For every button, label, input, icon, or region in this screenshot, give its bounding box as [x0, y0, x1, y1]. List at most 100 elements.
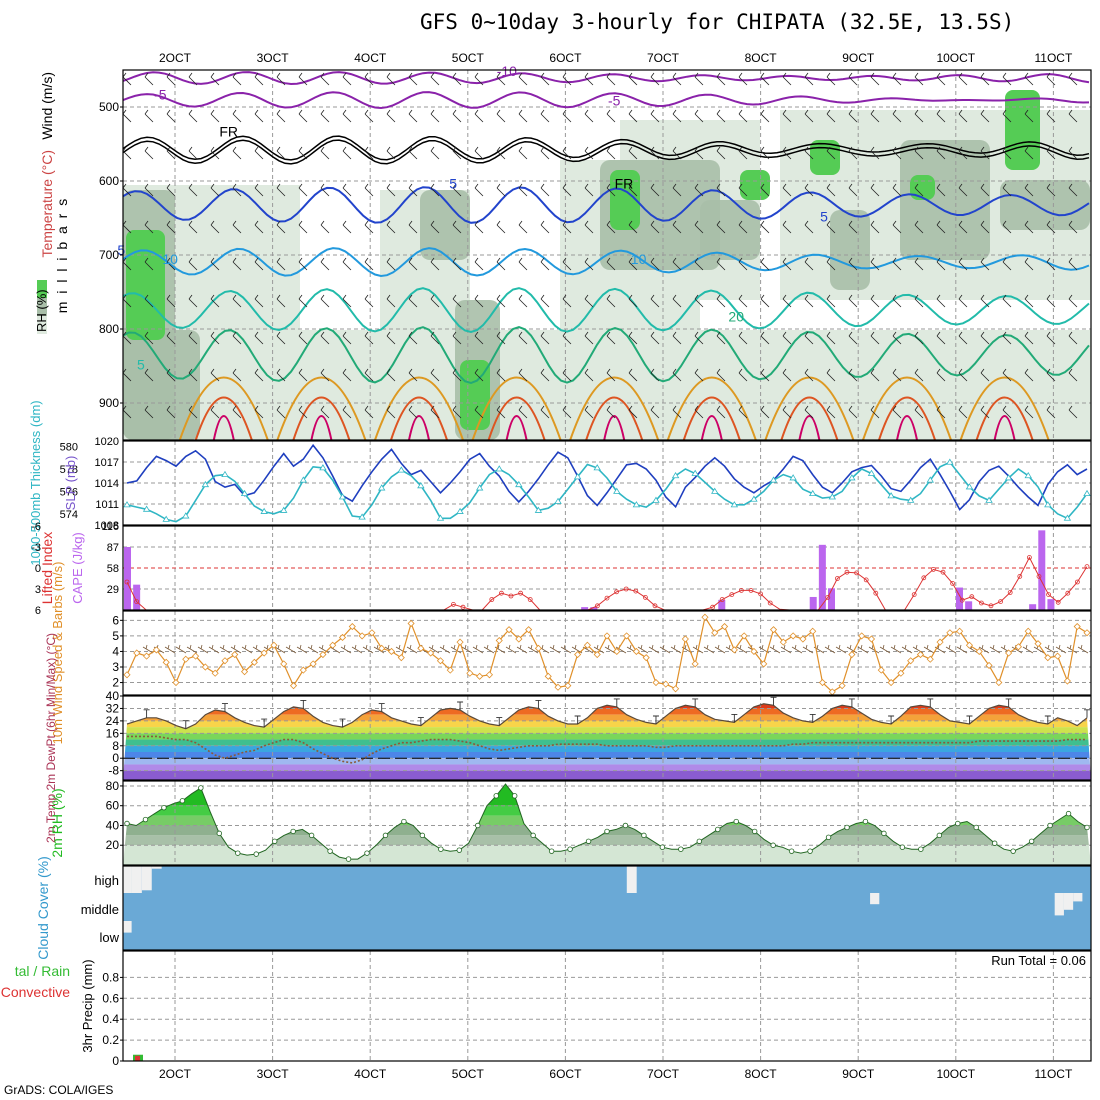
wind-barb [232, 368, 242, 382]
wind-barb [1068, 405, 1078, 419]
wind-barb [496, 405, 506, 419]
ytick-label: 0.6 [102, 991, 119, 1005]
wind-barb [540, 220, 550, 234]
temp-band [123, 752, 1091, 759]
wind-barb [474, 331, 484, 345]
wind-barb [518, 183, 528, 197]
rh2m-marker [438, 846, 444, 852]
minmax-whisker [1044, 715, 1051, 724]
wind-barb [936, 183, 946, 197]
surface-wind-barb [505, 644, 517, 654]
lifted-index-marker [633, 588, 639, 594]
li-tick-label: 6 [35, 605, 41, 617]
ytick-label: 0 [112, 1054, 119, 1068]
lifted-index-marker [873, 590, 879, 596]
wind-barb [144, 294, 154, 308]
wind-barb [144, 257, 154, 271]
cloud-cover-bar [1063, 893, 1074, 910]
wind-barb [342, 368, 352, 382]
wind-barb [694, 405, 704, 419]
cape-lifted-panel: -6 -3 0 3 6 29 58 87 116 Lifted Index CAPE (J/kg… [31, 521, 1092, 617]
wind-barb [958, 405, 968, 419]
wind-barb [672, 405, 682, 419]
wind-speed-marker [603, 632, 611, 640]
wind-barb [1024, 183, 1034, 197]
rh2m-marker [124, 820, 130, 827]
wind-barb [672, 220, 682, 234]
precip-annotation: Run Total = 0.06 [991, 953, 1086, 968]
wind-barb [650, 146, 660, 160]
wind-speed-marker [623, 632, 631, 640]
wind-barb [826, 220, 836, 234]
temp-band [123, 703, 1091, 709]
xtick-label: 2OCT [159, 51, 192, 65]
li-tick-label: -3 [31, 542, 41, 554]
wind-barb [166, 109, 176, 123]
rh2m-marker [198, 785, 204, 791]
wind-barb [914, 146, 924, 160]
surface-wind-barb [923, 644, 935, 654]
wind-barb [804, 331, 814, 345]
temperature-contour [122, 247, 1090, 278]
wind-barb [496, 72, 506, 86]
wind-barb [826, 294, 836, 308]
lifted-index-marker [614, 589, 619, 595]
warm-contour [408, 415, 430, 441]
wind-barb [650, 183, 660, 197]
wind-barb [518, 294, 528, 308]
wind-barb [540, 257, 550, 271]
wind-barb [694, 368, 704, 382]
wind-barb [254, 72, 264, 86]
wind-barb [650, 72, 660, 86]
wind-speed-marker [956, 627, 964, 635]
xtick-label: 9OCT [842, 1067, 875, 1081]
wind-barb [1002, 294, 1012, 308]
wind-speed-marker [848, 650, 856, 659]
wind-barb [870, 405, 880, 419]
wind-barb [848, 183, 858, 197]
wind-speed-marker [1024, 627, 1032, 635]
minmax-whisker [417, 717, 424, 726]
cloud-cover-bar [141, 866, 152, 891]
wind-barb [848, 72, 858, 86]
surface-wind-barb [428, 644, 440, 654]
lifted-index-marker [1017, 574, 1023, 579]
wind-speed-marker [348, 622, 356, 631]
wind-barb [606, 183, 616, 197]
ytick-label: 32 [106, 701, 120, 715]
wind-barb [210, 72, 220, 86]
wind-barb [628, 368, 638, 382]
warm-contour [896, 415, 918, 441]
wind-barb [1046, 72, 1056, 86]
wind-barb [760, 405, 770, 419]
wind-barb [606, 257, 616, 271]
wind-barb [870, 109, 880, 123]
surface-wind-barb [472, 644, 484, 654]
wind-speed-marker [760, 660, 768, 668]
wind-barb [936, 146, 946, 160]
surface-wind-barb [945, 644, 957, 654]
xtick-label: 11OCT [1035, 1067, 1073, 1081]
wind-speed-marker [769, 626, 778, 634]
wind-barb [276, 405, 286, 419]
surface-wind-barb [549, 644, 561, 654]
wind-barb [870, 220, 880, 234]
wind-speed-marker [652, 678, 660, 687]
wind-barb [1024, 294, 1034, 308]
wind-barb [606, 72, 616, 86]
thickness-marker [436, 514, 445, 521]
thickness-marker [280, 506, 288, 513]
temperature-contour [122, 287, 1090, 334]
rh2m-marker [1047, 822, 1053, 829]
slp-tick-label: 1020 [95, 436, 119, 448]
minmax-whisker [692, 698, 699, 707]
thickness-marker [515, 480, 523, 488]
warm-contour [194, 396, 253, 441]
rh2m-marker [844, 824, 850, 831]
wind-barb [276, 146, 286, 160]
surface-wind-barb [461, 644, 473, 654]
wind-speed-marker [740, 632, 748, 640]
surface-wind-barb [208, 644, 220, 654]
rh2m-marker [567, 846, 573, 852]
thickness-marker [848, 474, 856, 481]
